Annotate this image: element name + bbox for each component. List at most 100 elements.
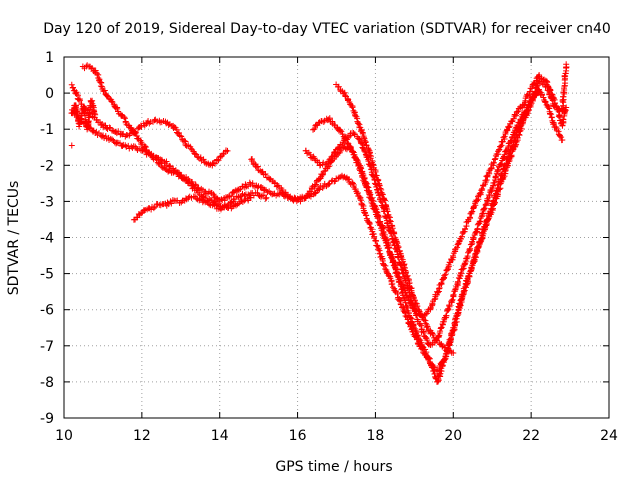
data-point [445, 346, 452, 353]
data-point [331, 178, 338, 185]
data-point [101, 87, 108, 94]
series-track-g [333, 81, 457, 357]
data-point [463, 255, 470, 262]
data-point [68, 81, 75, 88]
data-point [558, 134, 565, 141]
data-point [370, 173, 377, 180]
data-point [444, 266, 451, 273]
data-point [260, 192, 267, 199]
data-point [377, 198, 384, 205]
data-point [408, 318, 415, 325]
data-point [356, 193, 363, 200]
data-point [548, 114, 555, 121]
data-point [470, 259, 477, 266]
data-point [320, 119, 327, 126]
data-point [134, 125, 141, 132]
data-point [461, 261, 468, 268]
data-point [483, 220, 490, 227]
data-point [181, 137, 188, 144]
data-point [504, 127, 511, 134]
data-point [142, 148, 149, 155]
data-point [168, 200, 175, 207]
data-point [304, 192, 311, 199]
data-point [495, 167, 502, 174]
data-point [532, 79, 539, 86]
data-point [457, 297, 464, 304]
data-point [138, 210, 145, 217]
y-tick-label: -7 [40, 339, 54, 355]
data-point [218, 196, 225, 203]
x-tick-label: 12 [133, 428, 151, 444]
data-point [119, 143, 126, 150]
data-point [398, 262, 405, 269]
x-axis-label: GPS time / hours [275, 459, 392, 475]
data-point [434, 289, 441, 296]
data-point [108, 127, 115, 134]
data-point [490, 159, 497, 166]
data-point [553, 103, 560, 110]
data-point [215, 157, 222, 164]
data-point [166, 162, 173, 169]
y-tick-label: -2 [40, 158, 54, 174]
data-point [478, 235, 485, 242]
data-point [502, 166, 509, 173]
data-point [492, 155, 499, 162]
data-point [339, 131, 346, 138]
data-point [449, 296, 456, 303]
data-point [330, 149, 337, 156]
data-point [467, 245, 474, 252]
data-point [361, 147, 368, 154]
data-point [424, 340, 431, 347]
data-point [524, 92, 531, 99]
data-point [486, 192, 493, 199]
data-point [487, 165, 494, 172]
data-point [423, 349, 430, 356]
data-point [76, 123, 83, 130]
data-point [376, 221, 383, 228]
data-point [178, 133, 185, 140]
outlier-points [68, 142, 75, 149]
data-point [342, 145, 349, 152]
data-point [76, 97, 83, 104]
data-point [392, 266, 399, 273]
data-point [352, 186, 359, 193]
data-point [454, 278, 461, 285]
data-point [418, 311, 425, 318]
data-point [438, 279, 445, 286]
data-point [70, 84, 77, 91]
data-point [381, 197, 388, 204]
data-point [102, 122, 109, 129]
data-point [548, 111, 555, 118]
data-point [115, 128, 122, 135]
data-point [384, 244, 391, 251]
data-point [455, 309, 462, 316]
y-tick-label: -6 [40, 303, 54, 319]
data-point [414, 303, 421, 310]
data-point [357, 195, 364, 202]
data-point [470, 235, 477, 242]
data-point [525, 102, 532, 109]
data-point [396, 297, 403, 304]
data-point [560, 116, 567, 123]
data-point [389, 284, 396, 291]
data-point [274, 182, 281, 189]
data-point [380, 262, 387, 269]
data-point [510, 115, 517, 122]
data-point [324, 181, 331, 188]
data-point [497, 161, 504, 168]
data-point [551, 100, 558, 107]
plot-frame [63, 56, 610, 419]
data-layer [68, 61, 570, 385]
data-point [449, 252, 456, 259]
data-point [547, 87, 554, 94]
data-point [494, 166, 501, 173]
data-point [526, 91, 533, 98]
data-point [138, 123, 145, 130]
data-point [320, 171, 327, 178]
data-point [556, 133, 563, 140]
data-point [445, 339, 452, 346]
data-point [367, 195, 374, 202]
data-point [371, 180, 378, 187]
x-tick-label: 14 [211, 428, 229, 444]
